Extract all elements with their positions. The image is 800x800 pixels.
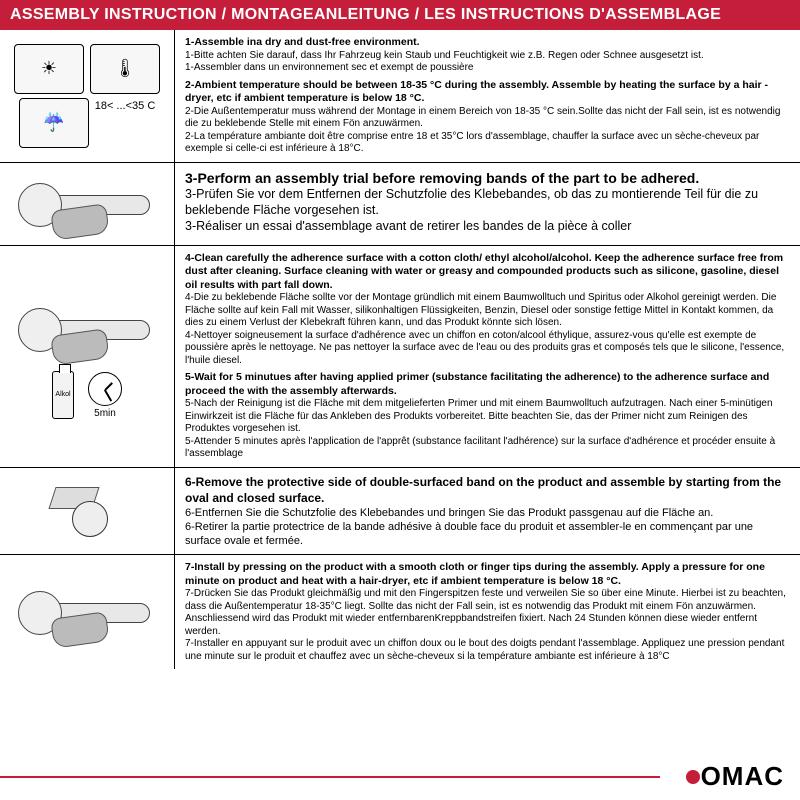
table-row: 7-Install by pressing on the product wit… bbox=[0, 555, 800, 669]
table-row: 3-Perform an assembly trial before remov… bbox=[0, 163, 800, 246]
step3-de: 3-Prüfen Sie vor dem Entfernen der Schut… bbox=[185, 187, 790, 218]
step3-lead: 3-Perform an assembly trial before remov… bbox=[185, 170, 699, 186]
step6-de: 6-Entfernen Sie die Schutzfolie des Kleb… bbox=[185, 507, 790, 521]
step6-text: 6-Remove the protective side of double-s… bbox=[175, 468, 800, 555]
step7-de: 7-Drücken Sie das Produkt gleichmäßig un… bbox=[185, 588, 790, 638]
brand-name: OMAC bbox=[701, 761, 784, 792]
step1-fr: 1-Assembler dans un environnement sec et… bbox=[185, 62, 790, 75]
step6-illustration bbox=[0, 468, 175, 555]
temperature-range: 18< ...<35 C bbox=[95, 100, 156, 148]
brand-logo: OMAC bbox=[686, 761, 784, 792]
no-rain-icon: ☔ bbox=[19, 98, 89, 148]
step6-lead: 6-Remove the protective side of double-s… bbox=[185, 475, 781, 506]
step4-fr: 4-Nettoyer soigneusement la surface d'ad… bbox=[185, 330, 790, 368]
step7-illustration bbox=[0, 555, 175, 669]
press-handle-icon bbox=[12, 577, 162, 647]
logo-dot-icon bbox=[686, 770, 700, 784]
peel-tape-icon bbox=[42, 481, 132, 541]
table-row: 6-Remove the protective side of double-s… bbox=[0, 468, 800, 556]
step7-lead: 7-Install by pressing on the product wit… bbox=[185, 561, 765, 587]
door-handle-icon bbox=[12, 169, 162, 239]
step3-text: 3-Perform an assembly trial before remov… bbox=[175, 163, 800, 245]
step1-2-illustration: ☀ 🌡 ☔ 18< ...<35 C bbox=[0, 30, 175, 162]
thermometer-icon: 🌡 bbox=[90, 44, 160, 94]
instruction-table: ☀ 🌡 ☔ 18< ...<35 C 1-Assemble ina dry an… bbox=[0, 30, 800, 669]
page-title: ASSEMBLY INSTRUCTION / MONTAGEANLEITUNG … bbox=[0, 0, 800, 30]
step5-de: 5-Nach der Reinigung ist die Fläche mit … bbox=[185, 398, 790, 436]
step1-lead: 1-Assemble ina dry and dust-free environ… bbox=[185, 36, 420, 48]
step7-text: 7-Install by pressing on the product wit… bbox=[175, 555, 800, 669]
step6-fr: 6-Retirer la partie protectrice de la ba… bbox=[185, 521, 790, 549]
alcohol-bottle-icon: Alkol bbox=[52, 371, 74, 419]
step5-fr: 5-Attender 5 minutes après l'application… bbox=[185, 436, 790, 461]
step4-5-illustration: Alkol 5min bbox=[0, 246, 175, 467]
step4-lead: 4-Clean carefully the adherence surface … bbox=[185, 252, 783, 291]
step1-2-text: 1-Assemble ina dry and dust-free environ… bbox=[175, 30, 800, 162]
step2-fr: 2-La température ambiante doit être comp… bbox=[185, 131, 790, 156]
footer-divider bbox=[0, 776, 660, 778]
step3-illustration bbox=[0, 163, 175, 245]
timer-label: 5min bbox=[94, 408, 116, 419]
clean-handle-icon bbox=[12, 294, 162, 364]
sun-icon: ☀ bbox=[14, 44, 84, 94]
step3-fr: 3-Réaliser un essai d'assemblage avant d… bbox=[185, 219, 790, 235]
step4-de: 4-Die zu beklebende Fläche sollte vor de… bbox=[185, 292, 790, 330]
step2-de: 2-Die Außentemperatur muss während der M… bbox=[185, 106, 790, 131]
step7-fr: 7-Installer en appuyant sur le produit a… bbox=[185, 638, 790, 663]
step2-lead: 2-Ambient temperature should be between … bbox=[185, 79, 768, 105]
step4-5-text: 4-Clean carefully the adherence surface … bbox=[175, 246, 800, 467]
timer-icon bbox=[88, 372, 122, 406]
step5-lead: 5-Wait for 5 minutues after having appli… bbox=[185, 371, 769, 397]
step1-de: 1-Bitte achten Sie darauf, dass Ihr Fahr… bbox=[185, 50, 790, 63]
table-row: ☀ 🌡 ☔ 18< ...<35 C 1-Assemble ina dry an… bbox=[0, 30, 800, 163]
table-row: Alkol 5min 4-Clean carefully the adheren… bbox=[0, 246, 800, 468]
